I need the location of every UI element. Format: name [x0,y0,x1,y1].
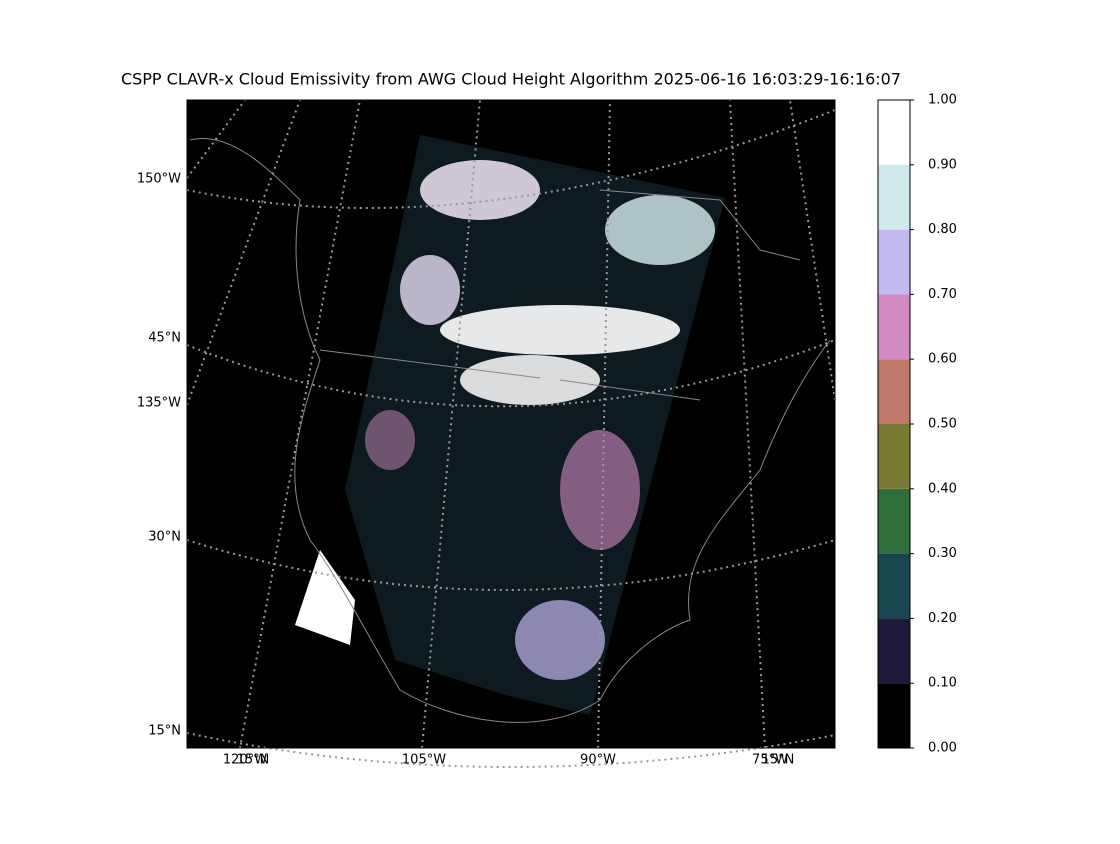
graticule [186,539,836,591]
lat-lon-label: 105°W [402,753,446,768]
graticule [789,99,836,401]
cloud [400,255,460,325]
cloud [605,195,715,265]
lat-lon-label: 75°W [752,753,788,768]
lat-lon-label: 120°W [223,753,267,768]
cloud [515,600,605,680]
colorbar-segment [878,229,910,295]
colorbar-segment [878,294,910,360]
graticule [597,99,611,749]
lat-lon-label: 150°W [137,172,181,187]
colorbar-tick-label: 0.50 [928,417,957,432]
colorbar-tick-label: 0.20 [928,611,957,626]
colorbar-segment [878,683,910,748]
colorbar-segment [878,488,910,554]
lat-lon-label: 30°N [148,530,181,545]
colorbar-tick-label: 0.90 [928,157,957,172]
title: CSPP CLAVR-x Cloud Emissivity from AWG C… [121,70,901,89]
graticule [186,339,836,408]
colorbar-segment [878,618,910,684]
colorbar-tick-label: 1.00 [928,93,957,108]
graticule [729,99,766,749]
cloud [420,160,540,220]
map [186,99,836,768]
colorbar-segment [878,553,910,619]
colorbar-tick-label: 0.40 [928,481,957,496]
colorbar-segment [878,164,910,230]
colorbar-tick-label: 0.30 [928,546,957,561]
graticule [186,109,836,209]
lat-lon-label: 15°N [762,753,795,768]
colorbar-tick-label: 0.70 [928,287,957,302]
colorbar-segment [878,100,910,165]
cloud [440,305,680,355]
cloud [560,430,640,550]
colorbar-tick-label: 0.80 [928,222,957,237]
graticule [421,99,481,749]
cloud [460,355,600,405]
cloud [365,410,415,470]
graticule [239,99,361,749]
lat-lon-label: 90°W [580,753,616,768]
lat-lon-label: 135°W [137,396,181,411]
graticule [186,99,301,406]
cloud [295,550,355,645]
colorbar-tick-label: 0.10 [928,676,957,691]
colorbar-tick-label: 0.00 [928,741,957,756]
colorbar-tick-label: 0.60 [928,352,957,367]
lat-lon-label: 15°N [237,753,270,768]
map-frame [186,99,836,749]
graticule [186,732,836,768]
lat-lon-label: 15°N [148,724,181,739]
lat-lon-label: 45°N [148,331,181,346]
graticule [186,99,246,179]
colorbar-segment [878,359,910,424]
colorbar-segment [878,424,910,489]
coastline [189,138,831,723]
